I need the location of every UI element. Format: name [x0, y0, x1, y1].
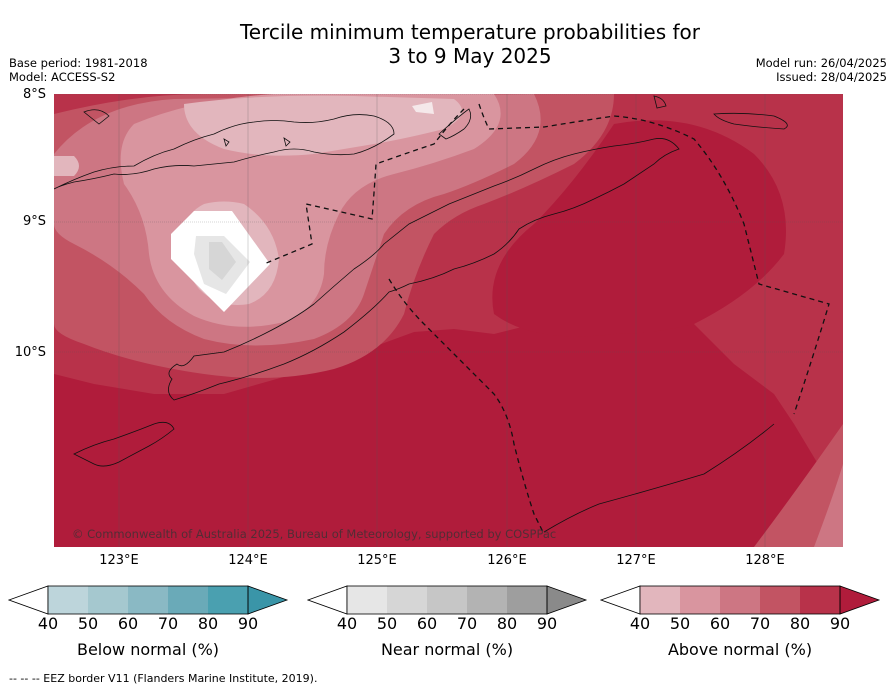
- colorbar-near-bin-40: [347, 586, 387, 614]
- above-tick-60: 60: [709, 614, 731, 633]
- colorbar-near-bin-50: [387, 586, 427, 614]
- model-run: Model run: 26/04/2025: [755, 56, 887, 70]
- colorbar-below-bin-80: [208, 586, 248, 614]
- below-tick-90: 90: [237, 614, 259, 633]
- above-tick-50: 50: [669, 614, 691, 633]
- near-tick-80: 80: [496, 614, 518, 633]
- flores-coast: [54, 114, 395, 190]
- model-name: Model: ACCESS-S2: [9, 70, 116, 84]
- contour-near-50: [209, 242, 236, 280]
- colorbar-above-low-extend: [600, 585, 641, 615]
- below-tick-50: 50: [77, 614, 99, 633]
- wetar-coast: [653, 95, 788, 130]
- colorbar-above-high-extend: [839, 585, 881, 615]
- page-title: Tercile minimum temperature probabilitie…: [0, 20, 896, 68]
- colorbar-near-bin-70: [467, 586, 507, 614]
- below-tick-70: 70: [157, 614, 179, 633]
- colorbar-below-bin-70: [168, 586, 208, 614]
- issued-date: Issued: 28/04/2025: [776, 70, 887, 84]
- lat-label-9s: 9°S: [22, 214, 46, 229]
- below-tick-60: 60: [117, 614, 139, 633]
- colorbar-below-label: Below normal (%): [76, 640, 220, 659]
- contour-white-n: [412, 102, 434, 114]
- above-tick-80: 80: [789, 614, 811, 633]
- meta-right: Model run: 26/04/2025 Issued: 28/04/2025: [756, 56, 887, 84]
- colorbar-below-bin-40: [48, 586, 88, 614]
- colorbar-near-normal: [307, 585, 588, 615]
- small-islands: [83, 109, 291, 147]
- contour-40: [184, 95, 462, 156]
- lon-label-125e: 125°E: [357, 553, 397, 568]
- below-tick-40: 40: [37, 614, 59, 633]
- near-tick-70: 70: [456, 614, 478, 633]
- colorbar-below-normal: [8, 585, 289, 615]
- colorbar-near-high-extend: [546, 585, 588, 615]
- timor-coast: [168, 138, 775, 533]
- colorbar-above-bin-60: [720, 586, 760, 614]
- copyright-notice: © Commonwealth of Australia 2025, Bureau…: [72, 527, 556, 541]
- colorbar-near-bin-80: [507, 586, 547, 614]
- meta-left: Base period: 1981-2018 Model: ACCESS-S2: [9, 56, 148, 84]
- title-line-1: Tercile minimum temperature probabilitie…: [239, 20, 701, 44]
- colorbar-near-low-extend: [307, 585, 348, 615]
- near-tick-50: 50: [376, 614, 398, 633]
- eez-footnote: -- -- -- EEZ border V11 (Flanders Marine…: [9, 672, 318, 685]
- colorbar-below-bin-50: [88, 586, 128, 614]
- colorbar-below-high-extend: [247, 585, 289, 615]
- colorbar-above-bin-40: [640, 586, 680, 614]
- lat-label-10s: 10°S: [14, 345, 46, 360]
- colorbar-below-bin-60: [128, 586, 168, 614]
- colorbar-near-label: Near normal (%): [380, 640, 514, 659]
- near-tick-90: 90: [536, 614, 558, 633]
- contour-90-ne: [492, 120, 786, 337]
- colorbar-above-normal: [600, 585, 881, 615]
- lat-label-8s: 8°S: [22, 87, 46, 102]
- lon-label-124e: 124°E: [228, 553, 268, 568]
- above-tick-90: 90: [829, 614, 851, 633]
- lon-label-128e: 128°E: [745, 553, 785, 568]
- above-tick-70: 70: [749, 614, 771, 633]
- contour-40-nw: [54, 156, 79, 176]
- contour-60-se: [814, 464, 843, 547]
- colorbar-above-bin-50: [680, 586, 720, 614]
- title-line-2: 3 to 9 May 2025: [388, 44, 552, 68]
- below-tick-80: 80: [197, 614, 219, 633]
- lon-label-127e: 127°E: [616, 553, 656, 568]
- above-tick-40: 40: [629, 614, 651, 633]
- lon-label-123e: 123°E: [99, 553, 139, 568]
- lon-label-126e: 126°E: [487, 553, 527, 568]
- coastlines: [54, 95, 788, 533]
- probability-map: © Commonwealth of Australia 2025, Bureau…: [54, 94, 843, 547]
- eez-border: [263, 103, 830, 535]
- rote-coast: [73, 421, 175, 467]
- colorbar-above-label: Above normal (%): [667, 640, 813, 659]
- near-tick-40: 40: [336, 614, 358, 633]
- colorbar-below-low-extend: [8, 585, 49, 615]
- base-period: Base period: 1981-2018: [9, 56, 148, 70]
- colorbar-above-bin-70: [760, 586, 800, 614]
- colorbar-near-bin-60: [427, 586, 467, 614]
- colorbar-above-bin-80: [800, 586, 840, 614]
- contour-70-se: [754, 424, 843, 547]
- alor-coast: [438, 108, 472, 140]
- near-tick-60: 60: [416, 614, 438, 633]
- map-gridlines: [54, 94, 843, 547]
